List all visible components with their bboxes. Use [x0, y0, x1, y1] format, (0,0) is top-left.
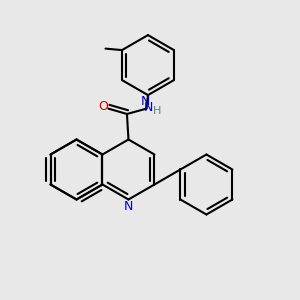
Text: N: N [141, 94, 150, 108]
Text: O: O [99, 100, 109, 113]
Text: N: N [124, 200, 133, 213]
Text: N: N [144, 101, 154, 114]
Text: H: H [153, 106, 161, 116]
